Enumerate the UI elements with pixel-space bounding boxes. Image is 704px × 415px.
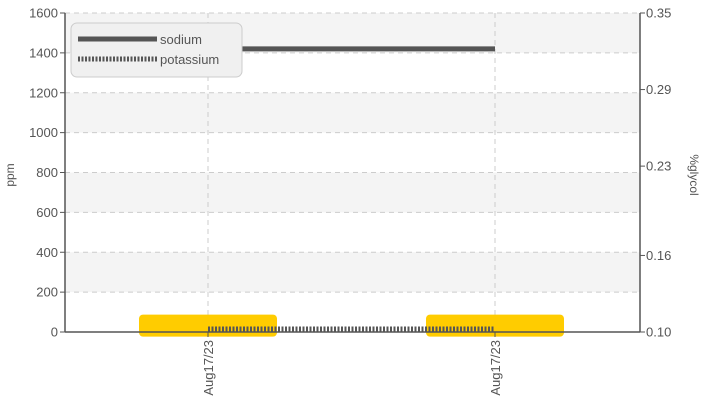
series-lines — [208, 46, 495, 332]
y-tick-label-left: 1000 — [29, 125, 58, 140]
plot-band — [65, 92, 640, 133]
legend-label-potassium: potassium — [160, 52, 219, 67]
glycol-bars — [139, 314, 564, 337]
legend: sodium potassium — [70, 22, 243, 78]
y-tick-label-left: 200 — [36, 285, 58, 300]
plot-band — [65, 172, 640, 213]
legend-box — [70, 22, 243, 78]
plot-band — [65, 252, 640, 293]
y-tick-label-left: 400 — [36, 245, 58, 260]
y-tick-label-right: 0.16 — [646, 248, 671, 263]
legend-label-sodium: sodium — [160, 32, 202, 47]
left-tick-labels: 0 200 400 600 800 1000 1200 1400 1600 — [29, 6, 65, 340]
x-tick-label: Aug17/23 — [201, 340, 216, 396]
y-tick-label-left: 1600 — [29, 6, 58, 21]
y-axis-title-right: %glycol — [687, 154, 701, 195]
y-tick-label-left: 600 — [36, 205, 58, 220]
x-tick-label: Aug17/23 — [488, 340, 503, 396]
y-tick-label-right: 0.35 — [646, 6, 671, 21]
y-tick-label-left: 800 — [36, 165, 58, 180]
grid — [65, 12, 640, 332]
y-axis-title-left: ppm — [3, 163, 17, 186]
x-tick-labels: Aug17/23 Aug17/23 — [201, 332, 503, 396]
y-tick-label-left: 1400 — [29, 45, 58, 60]
right-tick-labels: 0.10 0.16 0.23 0.29 0.35 — [640, 6, 671, 340]
y-tick-label-right: 0.10 — [646, 325, 671, 340]
y-tick-label-left: 0 — [51, 325, 58, 340]
y-tick-label-right: 0.29 — [646, 82, 671, 97]
glycol-bar — [139, 314, 277, 337]
y-tick-label-right: 0.23 — [646, 159, 671, 174]
y-tick-label-left: 1200 — [29, 85, 58, 100]
